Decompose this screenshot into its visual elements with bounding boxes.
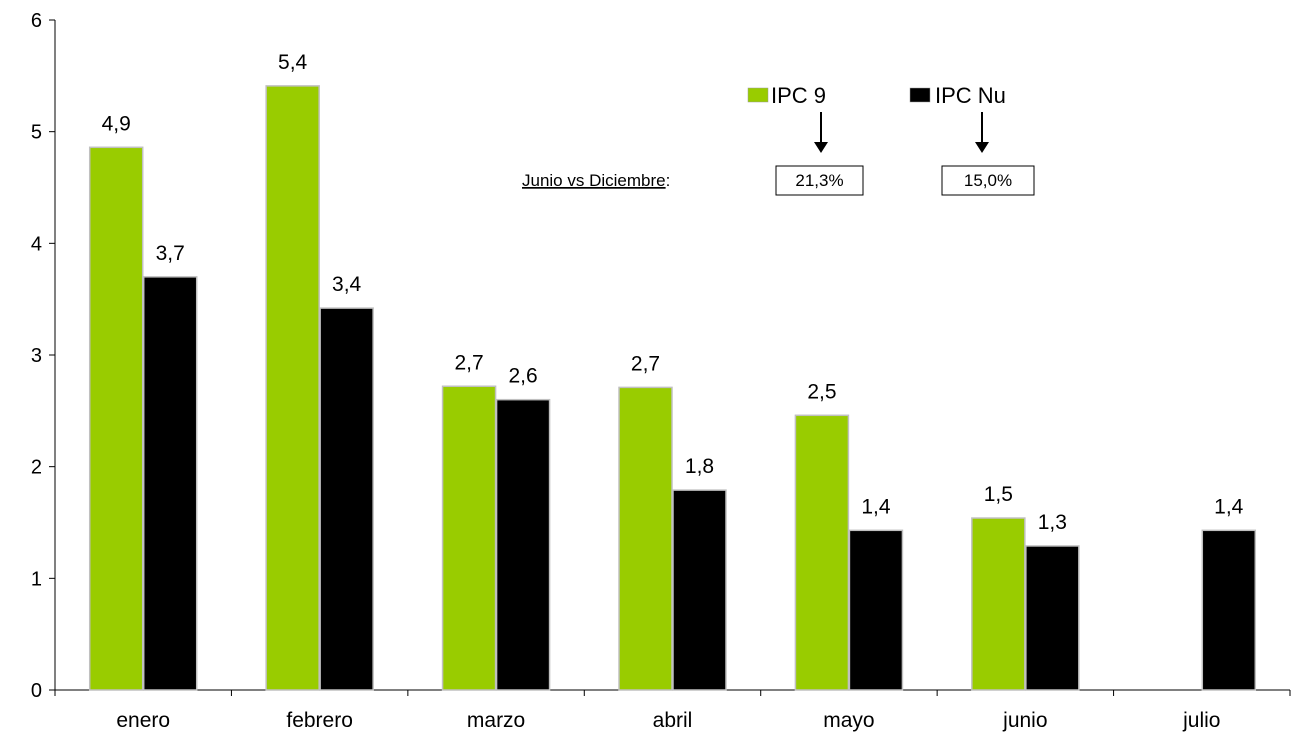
annotation-value-ipcnu: 15,0% xyxy=(964,171,1012,190)
bar-ipc-nu xyxy=(495,398,551,691)
bar-ipc-nu xyxy=(319,307,374,691)
data-label: 1,3 xyxy=(1038,511,1067,534)
bar-ipc-nu xyxy=(142,276,198,691)
data-label: 2,7 xyxy=(454,351,483,374)
x-tick-label: junio xyxy=(1002,709,1047,732)
x-tick-label: marzo xyxy=(467,709,525,732)
x-tick-label: mayo xyxy=(823,709,874,732)
y-tick-label: 3 xyxy=(31,345,42,367)
x-tick-label: febrero xyxy=(286,709,353,732)
x-tick-label: enero xyxy=(116,709,170,732)
legend: IPC 9 IPC Nu xyxy=(747,83,1006,108)
y-tick-label: 0 xyxy=(31,680,42,702)
data-label: 2,5 xyxy=(807,380,836,403)
legend-swatch-ipcnu xyxy=(909,87,931,103)
data-label: 3,7 xyxy=(156,242,185,265)
bar-ipc-nu xyxy=(672,489,727,691)
data-label: 1,4 xyxy=(1214,495,1244,518)
legend-swatch-ipc9 xyxy=(747,87,769,103)
bar-ipc-nu xyxy=(848,529,904,691)
y-tick-label: 6 xyxy=(31,10,42,32)
annotation-box-ipc9 xyxy=(775,165,864,196)
bar-ipc-9 xyxy=(88,146,144,691)
annotation-value-ipc9: 21,3% xyxy=(795,171,843,190)
bar-ipc-9 xyxy=(971,517,1026,691)
data-label: 1,8 xyxy=(685,455,714,478)
y-tick-label: 1 xyxy=(31,568,42,590)
x-ticks: enero febrero marzo abril mayo junio julio xyxy=(54,690,1291,732)
legend-label-ipcnu: IPC Nu xyxy=(935,83,1006,108)
y-tick-label: 5 xyxy=(31,122,42,144)
bar-ipc-nu xyxy=(1201,529,1257,691)
annotation-label: Junio vs Diciembre: xyxy=(522,171,670,190)
arrow-down-icon xyxy=(975,112,989,153)
bar-ipc-9 xyxy=(794,414,850,691)
y-ticks: 0 1 2 3 4 5 6 xyxy=(31,10,55,702)
data-label: 3,4 xyxy=(332,273,362,296)
data-label: 1,4 xyxy=(861,495,891,518)
y-tick-label: 2 xyxy=(31,457,42,479)
data-label: 2,7 xyxy=(631,352,660,375)
x-tick-label: julio xyxy=(1182,709,1220,732)
annotation: Junio vs Diciembre: 21,3% 15,0% xyxy=(522,112,1035,196)
bar-ipc-9 xyxy=(441,385,497,691)
data-label: 1,5 xyxy=(984,483,1013,506)
bar-ipc-9 xyxy=(618,386,673,691)
data-labels-group: 4,9 5,4 2,7 2,7 2,5 1,5 3,7 3,4 2,6 1,8 1,4 1,3 1,4 xyxy=(102,51,1244,534)
x-tick-label: abril xyxy=(653,709,693,732)
bar-ipc-9 xyxy=(265,85,320,691)
bar-ipc-nu xyxy=(1025,545,1080,691)
annotation-box-ipcnu xyxy=(941,165,1035,196)
arrow-down-icon xyxy=(814,112,828,153)
data-label: 4,9 xyxy=(102,112,131,135)
data-label: 2,6 xyxy=(508,365,537,388)
y-tick-label: 4 xyxy=(31,233,42,255)
data-label: 5,4 xyxy=(278,51,308,74)
bars-group xyxy=(88,85,1257,691)
legend-label-ipc9: IPC 9 xyxy=(771,83,826,108)
